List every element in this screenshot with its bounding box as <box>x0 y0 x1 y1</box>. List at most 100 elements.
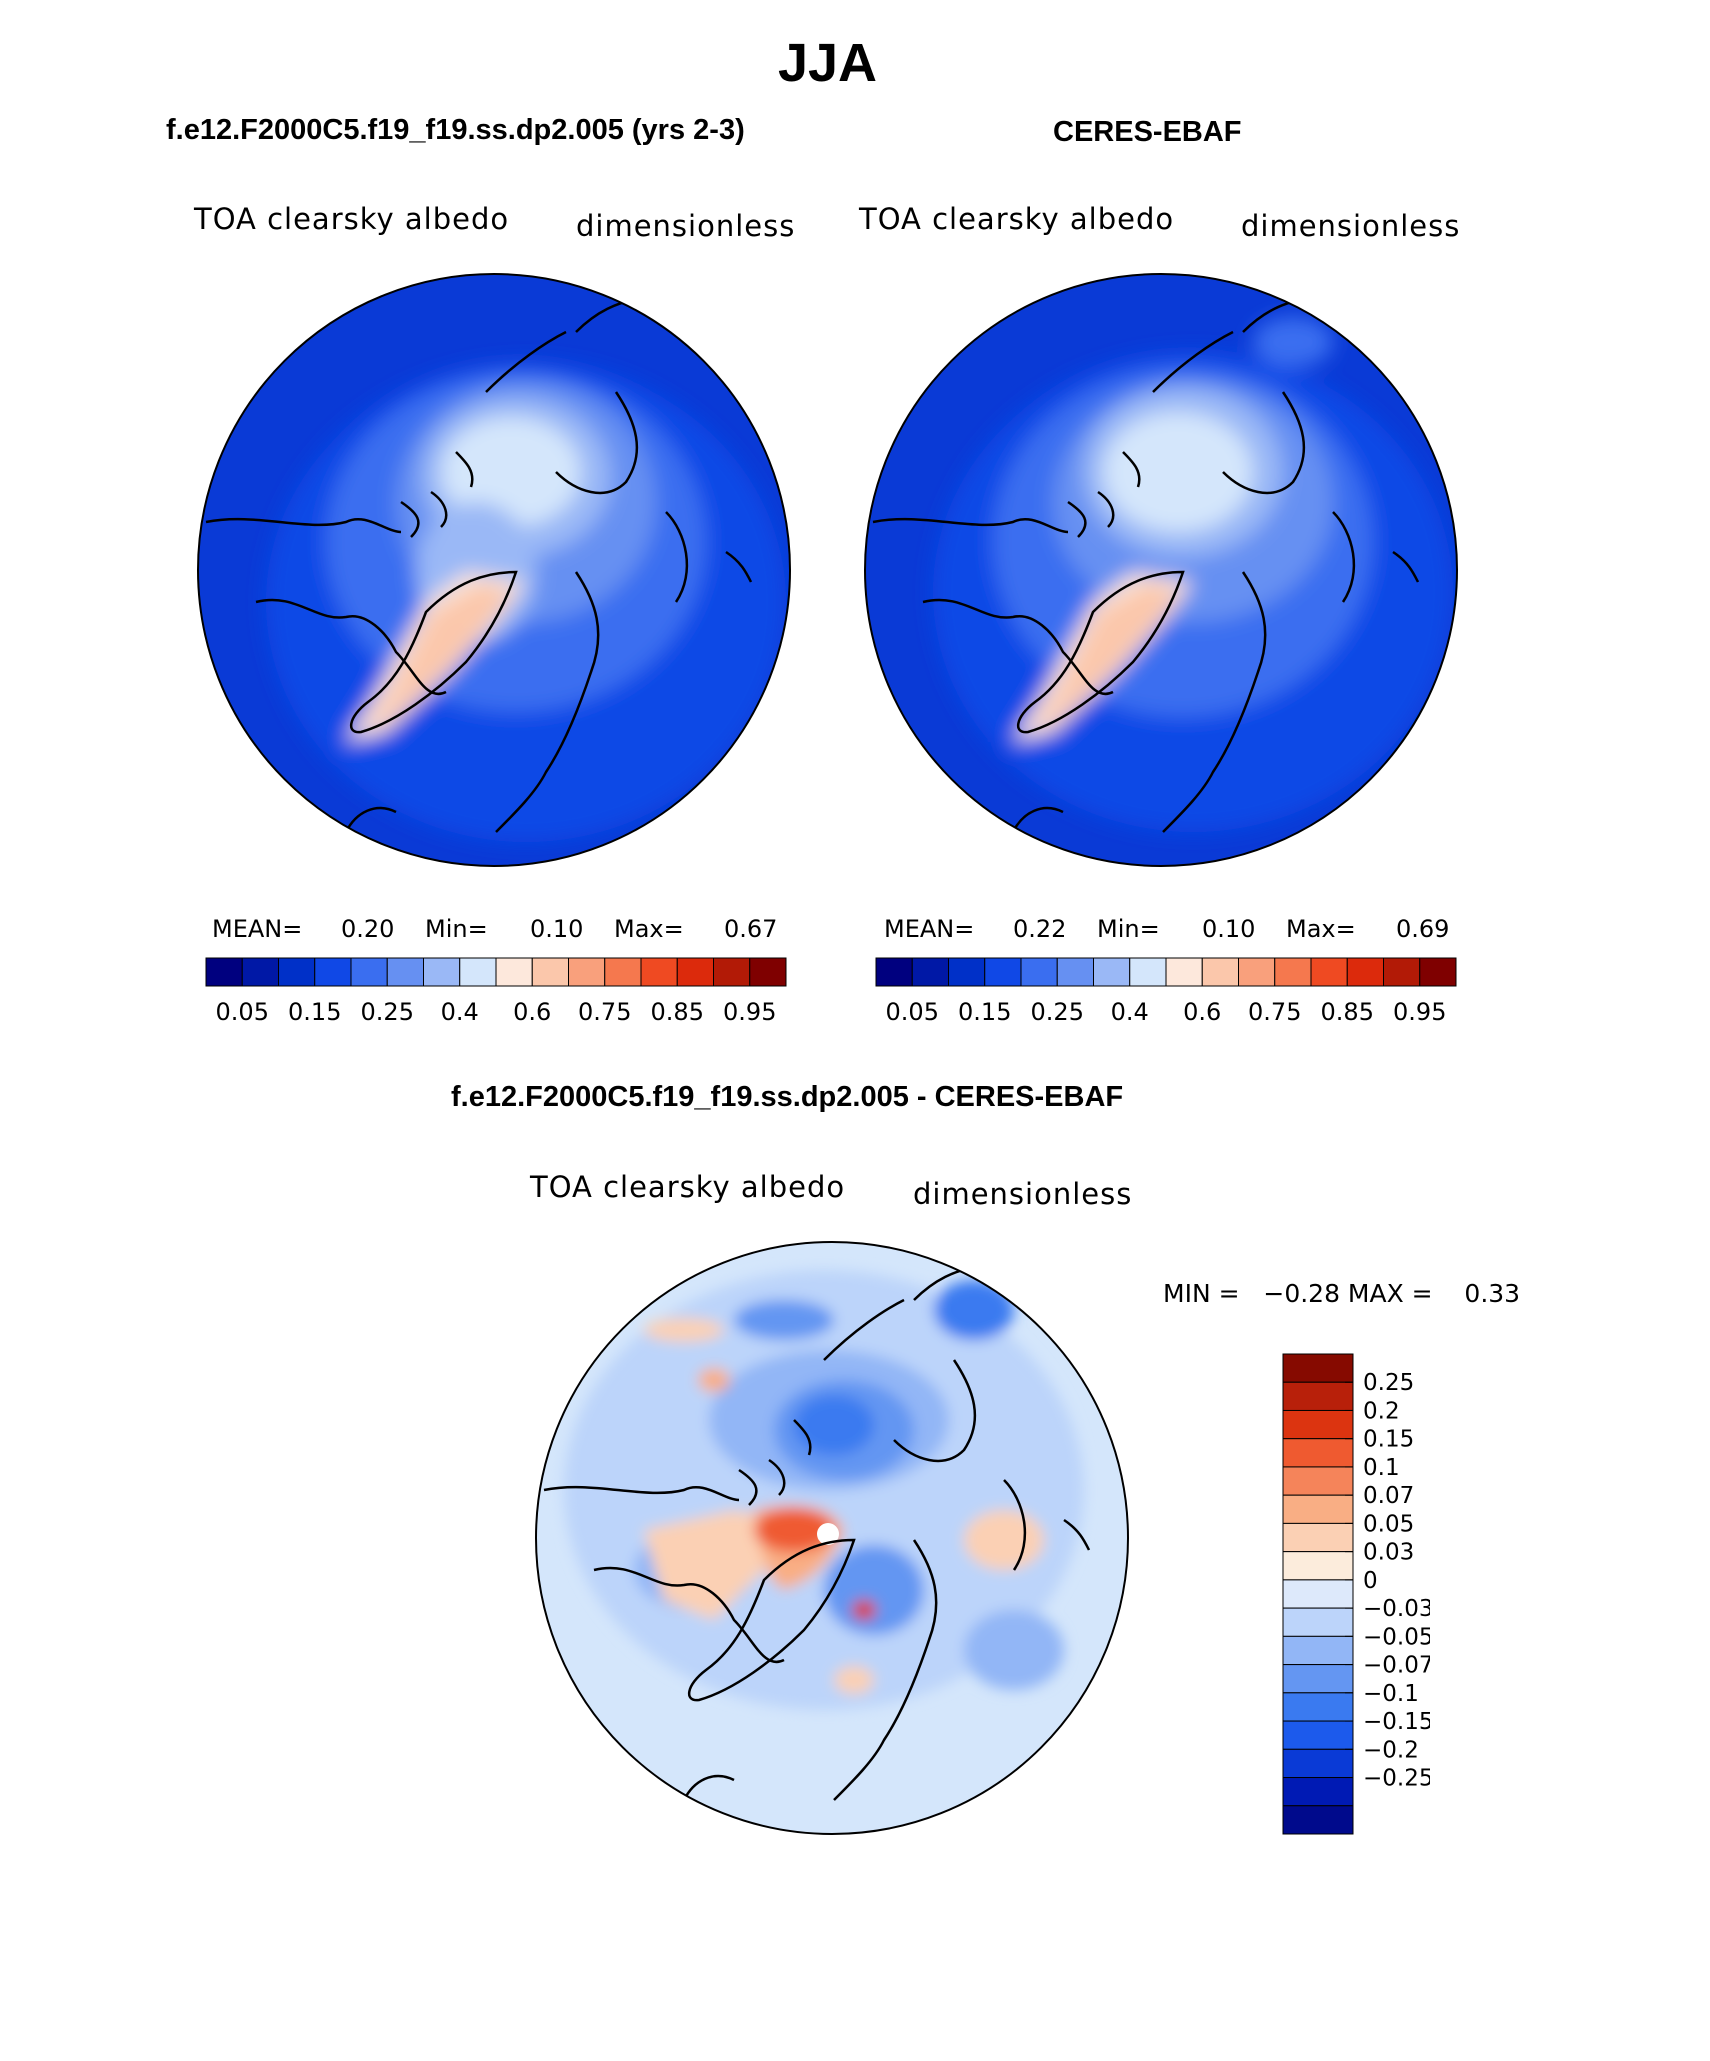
panel-1-case-title: f.e12.F2000C5.f19_f19.ss.dp2.005 (yrs 2-… <box>166 114 745 146</box>
panel-2-colorbar-tick-label: 0.85 <box>1321 998 1374 1026</box>
panel-2-colorbar-swatch <box>1093 957 1131 987</box>
diff-colorbar-tick-label: −0.07 <box>1363 1653 1430 1679</box>
diff-coastlines <box>543 1263 1091 1801</box>
diff-colorbar-swatch <box>1282 1607 1354 1637</box>
panel-2-colorbar-swatch <box>984 957 1022 987</box>
panel-1-colorbar-tick-label: 0.15 <box>288 998 341 1026</box>
panel-2-mean-label: MEAN= <box>884 915 975 943</box>
panel-1-colorbar-swatch <box>205 957 243 987</box>
panel-1-colorbar-tick-label: 0.05 <box>216 998 269 1026</box>
panel-1-colorbar-tick-label: 0.85 <box>651 998 704 1026</box>
panel-1-mean-value: 0.20 <box>341 915 395 943</box>
panel-1-units: dimensionless <box>576 209 796 243</box>
diff-units: dimensionless <box>913 1177 1133 1211</box>
panel-2-case-title: CERES-EBAF <box>1053 116 1242 148</box>
panel-1-colorbar-swatch <box>495 957 533 987</box>
diff-colorbar-swatch <box>1282 1579 1354 1609</box>
diff-colorbar-swatch <box>1282 1494 1354 1524</box>
diff-variable: TOA clearsky albedo <box>530 1170 846 1204</box>
panel-1-polar-map <box>197 273 791 867</box>
panel-2-colorbar-tick-label: 0.75 <box>1248 998 1301 1026</box>
panel-1-colorbar-swatch <box>386 957 424 987</box>
panel-1-colorbar-swatch <box>459 957 497 987</box>
panel-1-colorbar-swatch <box>713 957 751 987</box>
panel-1-colorbar-tick-label: 0.95 <box>723 998 776 1026</box>
diff-colorbar-tick-label: 0.15 <box>1363 1427 1414 1453</box>
diff-colorbar-swatch <box>1282 1805 1354 1835</box>
panel-1-colorbar-swatch <box>423 957 461 987</box>
panel-2-colorbar-swatch <box>1310 957 1348 987</box>
diff-colorbar-tick-label: 0 <box>1363 1568 1378 1594</box>
panel-1-colorbar-swatch <box>314 957 352 987</box>
panel-2-max-label: Max= <box>1286 915 1356 943</box>
panel-2-colorbar-tick-label: 0.15 <box>958 998 1011 1026</box>
diff-colorbar-tick-label: 0.25 <box>1363 1370 1414 1396</box>
panel-2-colorbar-swatch <box>1129 957 1167 987</box>
diff-colorbar-swatch <box>1282 1353 1354 1383</box>
panel-2-colorbar-swatch <box>948 957 986 987</box>
panel-2-units: dimensionless <box>1241 209 1461 243</box>
diff-colorbar-tick-label: 0.1 <box>1363 1455 1400 1481</box>
panel-1-colorbar-swatch <box>531 957 569 987</box>
panel-2-colorbar: 0.05 0.15 0.25 0.4 0.6 0.75 0.85 0.95 <box>875 957 1457 1026</box>
panel-1-colorbar-tick-label: 0.25 <box>361 998 414 1026</box>
panel-1-colorbar-tick-label: 0.6 <box>513 998 551 1026</box>
panel-2-colorbar-swatch <box>1238 957 1276 987</box>
panel-1-colorbar-tick-label: 0.75 <box>578 998 631 1026</box>
panel-1-variable: TOA clearsky albedo <box>194 202 510 236</box>
panel-2-colorbar-tick-label: 0.95 <box>1393 998 1446 1026</box>
panel-2-max-value: 0.69 <box>1396 915 1450 943</box>
panel-1-max-label: Max= <box>614 915 684 943</box>
diff-colorbar-swatch <box>1282 1720 1354 1750</box>
panel-1-colorbar: 0.05 0.15 0.25 0.4 0.6 0.75 0.85 0.95 <box>205 957 787 1026</box>
panel-2-coastlines <box>872 295 1420 833</box>
diff-colorbar-swatch <box>1282 1551 1354 1581</box>
diff-colorbar-tick-label: −0.03 <box>1363 1596 1430 1622</box>
diff-case-title: f.e12.F2000C5.f19_f19.ss.dp2.005 - CERES… <box>451 1081 1124 1113</box>
panel-2-colorbar-swatch <box>1020 957 1058 987</box>
panel-2-polar-map <box>864 273 1458 867</box>
diff-colorbar-tick-label: −0.1 <box>1363 1681 1419 1707</box>
panel-1-max-value: 0.67 <box>724 915 778 943</box>
panel-1-colorbar-swatch <box>241 957 279 987</box>
diff-colorbar-swatch <box>1282 1777 1354 1807</box>
panel-1-colorbar-swatch <box>749 957 787 987</box>
page-title: JJA <box>777 33 878 93</box>
panel-2-colorbar-swatch <box>1346 957 1384 987</box>
panel-2-variable: TOA clearsky albedo <box>859 202 1175 236</box>
diff-colorbar-tick-label: −0.15 <box>1363 1709 1430 1735</box>
diff-colorbar-swatch <box>1282 1522 1354 1553</box>
panel-1-colorbar-swatch <box>568 957 606 987</box>
panel-2-colorbar-tick-label: 0.6 <box>1183 998 1221 1026</box>
panel-2-colorbar-swatch <box>1274 957 1312 987</box>
panel-1-colorbar-swatch <box>604 957 642 987</box>
diff-colorbar: 0.250.2 0.150.10.070.05 0.030−0.03−0.05 −0.… <box>1282 1353 1430 1835</box>
panel-1-colorbar-tick-label: 0.4 <box>441 998 479 1026</box>
panel-2-mean-value: 0.22 <box>1013 915 1067 943</box>
panel-1-colorbar-swatch <box>350 957 388 987</box>
panel-1-colorbar-swatch <box>676 957 714 987</box>
diff-colorbar-swatch <box>1282 1635 1354 1666</box>
diff-colorbar-tick-label: −0.05 <box>1363 1624 1430 1650</box>
diff-colorbar-tick-label: 0.07 <box>1363 1483 1414 1509</box>
diff-colorbar-swatch <box>1282 1409 1354 1440</box>
diff-colorbar-swatch <box>1282 1748 1354 1779</box>
diff-colorbar-tick-label: 0.2 <box>1363 1398 1400 1424</box>
panel-2-colorbar-swatch <box>1165 957 1203 987</box>
diff-colorbar-swatch <box>1282 1692 1354 1722</box>
panel-2-min-value: 0.10 <box>1202 915 1256 943</box>
diff-colorbar-tick-label: −0.25 <box>1363 1766 1430 1792</box>
diff-colorbar-swatch <box>1282 1381 1354 1411</box>
panel-1-mean-label: MEAN= <box>212 915 303 943</box>
panel-2-colorbar-tick-label: 0.25 <box>1031 998 1084 1026</box>
diff-colorbar-tick-label: −0.2 <box>1363 1737 1419 1763</box>
panel-2-colorbar-swatch <box>1419 957 1457 987</box>
panel-1-colorbar-swatch <box>278 957 316 987</box>
diff-min-max: MIN = −0.28 MAX = 0.33 <box>1163 1279 1521 1308</box>
panel-2-min-label: Min= <box>1097 915 1160 943</box>
diff-colorbar-tick-label: 0.05 <box>1363 1511 1414 1537</box>
panel-1-min-value: 0.10 <box>530 915 584 943</box>
panel-2-colorbar-swatch <box>1383 957 1421 987</box>
diff-colorbar-swatch <box>1282 1664 1354 1694</box>
panel-2-colorbar-tick-label: 0.05 <box>886 998 939 1026</box>
